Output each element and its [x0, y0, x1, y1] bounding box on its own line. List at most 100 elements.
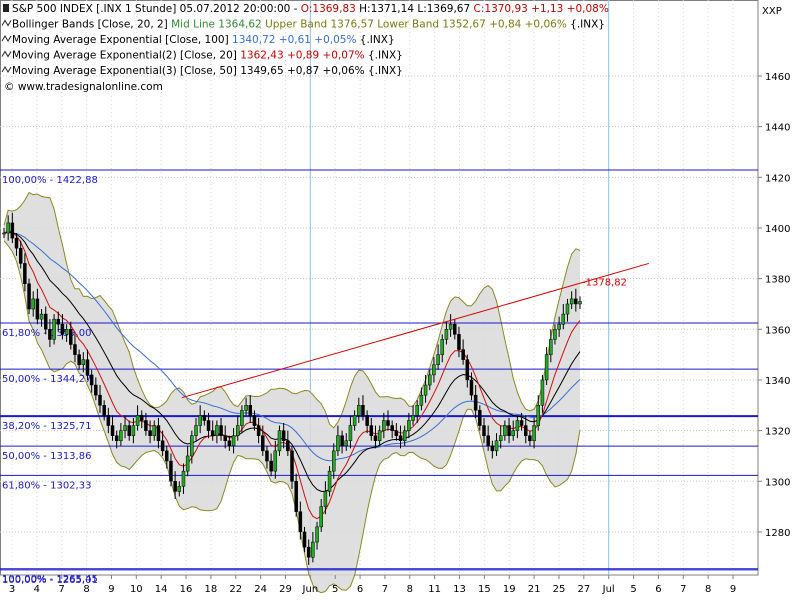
candle-body — [440, 339, 445, 355]
candle-body — [394, 430, 399, 436]
candle-body — [565, 303, 570, 315]
candle-body — [131, 425, 136, 436]
candle-body — [18, 247, 23, 264]
candle-body — [235, 425, 240, 436]
y-tick-label: 1440 — [765, 123, 790, 134]
y-tick-label: 1460 — [765, 72, 790, 83]
candle-glyph-icon — [3, 4, 9, 12]
x-tick-label: 8 — [705, 584, 711, 595]
y-tick-label: 1340 — [765, 376, 790, 387]
candle-body — [206, 420, 211, 431]
candle-body — [148, 430, 152, 436]
legend-line: Bollinger Bands [Close, 20, 2] Mid Line … — [12, 19, 605, 31]
candle-body — [423, 384, 428, 396]
plot-area[interactable]: 100,00% - 1422,88 61,80% - 1359,00 50,00% … — [0, 0, 759, 594]
candle-body — [227, 440, 232, 447]
candle-body — [261, 435, 265, 452]
x-tick-label: 7 — [382, 584, 388, 595]
candle-body — [549, 339, 553, 355]
x-tick-label: Jul — [602, 584, 615, 595]
candle-body — [219, 425, 223, 436]
candle-body — [194, 425, 198, 436]
candle-body — [498, 435, 503, 441]
candle-body — [331, 450, 336, 472]
candle-body — [64, 329, 69, 335]
legend-line: Moving Average Exponential(3) [Close, 50… — [12, 65, 403, 77]
candle-body — [348, 425, 353, 441]
indicator-glyph-icon — [1, 19, 12, 27]
candle-body — [540, 379, 545, 406]
candle-body — [365, 415, 369, 426]
x-tick-label: 11 — [428, 584, 441, 595]
y-tick-label: 1300 — [765, 477, 790, 488]
candle-body — [528, 435, 532, 441]
candle-body — [169, 460, 173, 482]
candle-body — [486, 435, 490, 447]
candle-body — [152, 425, 157, 436]
candle-body — [490, 445, 495, 452]
x-tick-label: 27 — [577, 584, 590, 595]
candle-body — [398, 435, 403, 441]
candle-body — [98, 394, 102, 406]
x-tick-label: 19 — [503, 584, 516, 595]
y-tick-label: 1420 — [765, 173, 790, 184]
candle-body — [119, 430, 123, 441]
candle-body — [286, 440, 290, 452]
legend-segment: Lower Band 1352,67 — [377, 19, 489, 31]
candle-body — [210, 430, 215, 436]
fibonacci-level-label: 38,20% - 1325,71 — [2, 421, 91, 432]
candle-body — [574, 298, 578, 305]
candle-body — [294, 481, 298, 512]
candle-body — [578, 301, 582, 305]
candle-body — [139, 415, 144, 421]
candle-body — [89, 374, 94, 386]
legend-line: Moving Average Exponential [Close, 100] … — [12, 34, 395, 46]
x-tick-label: 29 — [279, 584, 292, 595]
candle-body — [114, 435, 119, 441]
candle-body — [419, 394, 424, 406]
legend-segment: {.INX} — [570, 19, 605, 31]
x-tick-label: 24 — [254, 584, 267, 595]
y-tick-label: 1280 — [765, 528, 790, 539]
candle-body — [160, 440, 165, 452]
candle-body — [478, 410, 482, 426]
candle-body — [165, 450, 169, 462]
candle-body — [48, 329, 52, 340]
candle-body — [215, 425, 219, 436]
candle-body — [181, 470, 186, 487]
indicator-glyph-icon — [1, 35, 12, 42]
candle-body — [436, 354, 440, 366]
legend-segment: 1340,72 +0,61 +0,05% — [232, 34, 360, 46]
candle-body — [127, 425, 131, 436]
candle-body — [327, 470, 332, 492]
candle-body — [73, 344, 77, 355]
candle-body — [457, 334, 461, 350]
x-tick-label: 8 — [83, 584, 89, 595]
ema-100-line — [3, 232, 581, 462]
x-tick-label: 6 — [357, 584, 363, 595]
legend-segment: Moving Average Exponential(2) [Close, 20… — [12, 50, 240, 62]
candle-body — [265, 450, 269, 462]
candle-body — [27, 283, 31, 310]
candle-body — [519, 420, 524, 426]
x-tick-label: 25 — [553, 584, 566, 595]
legend-line: S&P 500 INDEX [.INX 1 Stunde] 05.07.2012… — [12, 3, 609, 15]
candle-body — [373, 435, 378, 441]
fibonacci-level-label: 61,80% - 1302,33 — [2, 480, 91, 491]
candle-body — [39, 313, 44, 320]
candle-body — [173, 481, 177, 492]
candle-body — [444, 329, 449, 340]
x-tick-label: 9 — [108, 584, 114, 595]
candle-body — [511, 430, 515, 436]
trendline[interactable] — [181, 262, 649, 399]
candle-body — [386, 420, 390, 426]
fibonacci-level-label: 100,00% - 1422,88 — [2, 175, 98, 186]
candle-body — [135, 415, 140, 426]
x-tick-label: 3 — [9, 584, 15, 595]
chart-legend-header: S&P 500 INDEX [.INX 1 Stunde] 05.07.2012… — [1, 3, 609, 93]
x-tick-label: 5 — [332, 584, 338, 595]
candle-body — [240, 410, 244, 426]
ema-50-line — [3, 231, 581, 492]
candle-body — [2, 232, 6, 235]
candle-body — [110, 425, 115, 436]
